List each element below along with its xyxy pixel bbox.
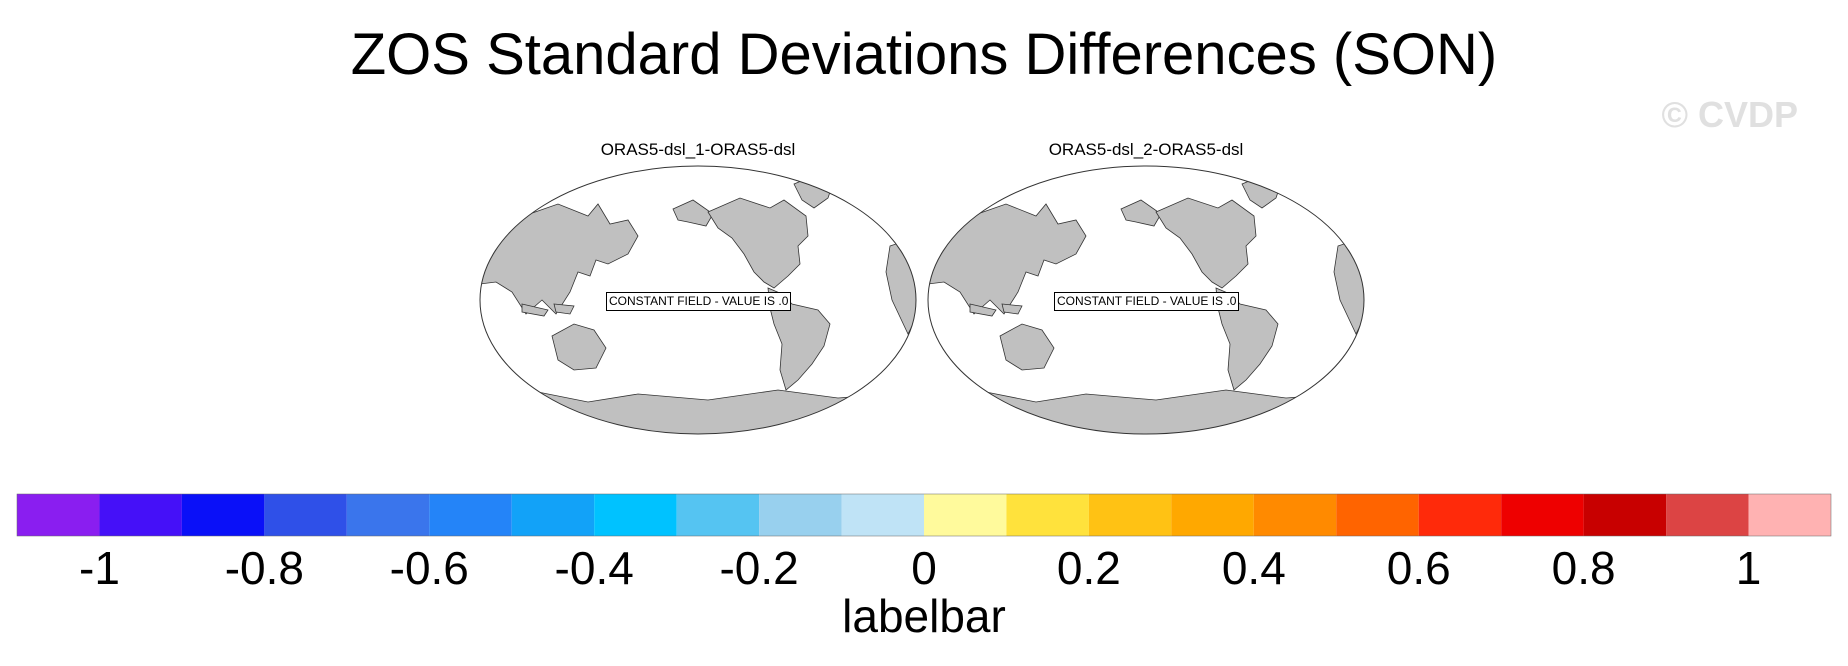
colorbar-tick-label: 0.6 xyxy=(1387,542,1451,590)
colorbar-swatch xyxy=(841,494,924,536)
colorbar-tick-label: -0.4 xyxy=(555,542,634,590)
map-panel-2: ORAS5-dsl_2-ORAS5-dsl CONSTANT FIELD - V… xyxy=(926,140,1366,440)
watermark: © CVDP xyxy=(1661,94,1798,135)
colorbar-swatch xyxy=(1583,494,1667,536)
colorbar-tick-label: -0.2 xyxy=(719,542,798,590)
colorbar-label: labelbar xyxy=(842,590,1006,642)
world-map-1 xyxy=(479,165,917,435)
colorbar-swatch xyxy=(346,494,430,536)
world-map-2 xyxy=(927,165,1365,435)
colorbar-swatch xyxy=(511,494,595,536)
colorbar-swatch xyxy=(594,494,677,536)
colorbar-tick-label: 0.8 xyxy=(1552,542,1616,590)
colorbar-swatch xyxy=(181,494,265,536)
colorbar-tick-label: -0.6 xyxy=(390,542,469,590)
colorbar: -1 -0.8 -0.6 -0.4 -0.2 0 0.2 0.4 0.6 0.8 1 xyxy=(16,493,1832,590)
map-panel-1: ORAS5-dsl_1-ORAS5-dsl CONST xyxy=(478,140,918,440)
colorbar-tick-label: 1 xyxy=(1736,542,1762,590)
colorbar-swatch xyxy=(1253,494,1337,536)
colorbar-swatch xyxy=(1748,494,1831,536)
panel-title-1: ORAS5-dsl_1-ORAS5-dsl xyxy=(600,140,796,159)
colorbar-swatch xyxy=(99,494,182,536)
constant-field-label-1: CONSTANT FIELD - VALUE IS .0 xyxy=(606,292,792,311)
constant-field-label-2: CONSTANT FIELD - VALUE IS .0 xyxy=(1054,292,1240,311)
colorbar-tick-label: 0.4 xyxy=(1222,542,1286,590)
colorbar-tick-label: 0.2 xyxy=(1057,542,1121,590)
colorbar-tick-label: 0 xyxy=(911,542,937,590)
colorbar-tick-label: -0.8 xyxy=(225,542,304,590)
colorbar-swatch xyxy=(1666,494,1749,536)
colorbar-swatch xyxy=(676,494,760,536)
figure-title: ZOS Standard Deviations Differences (SON… xyxy=(350,22,1498,87)
colorbar-swatch xyxy=(429,494,512,536)
colorbar-swatch xyxy=(1006,494,1089,536)
colorbar-swatch xyxy=(1418,494,1502,536)
colorbar-swatch xyxy=(1088,494,1172,536)
colorbar-swatch xyxy=(17,494,100,536)
colorbar-swatch xyxy=(1501,494,1584,536)
panel-title-2: ORAS5-dsl_2-ORAS5-dsl xyxy=(1048,140,1244,159)
land-1 xyxy=(480,173,916,434)
colorbar-swatch xyxy=(264,494,347,536)
colorbar-frame xyxy=(16,493,1832,537)
colorbar-swatch xyxy=(759,494,842,536)
colorbar-swatch xyxy=(1336,494,1419,536)
colorbar-swatch xyxy=(1171,494,1254,536)
colorbar-swatch xyxy=(924,494,1007,536)
colorbar-tick-label: -1 xyxy=(79,542,120,590)
